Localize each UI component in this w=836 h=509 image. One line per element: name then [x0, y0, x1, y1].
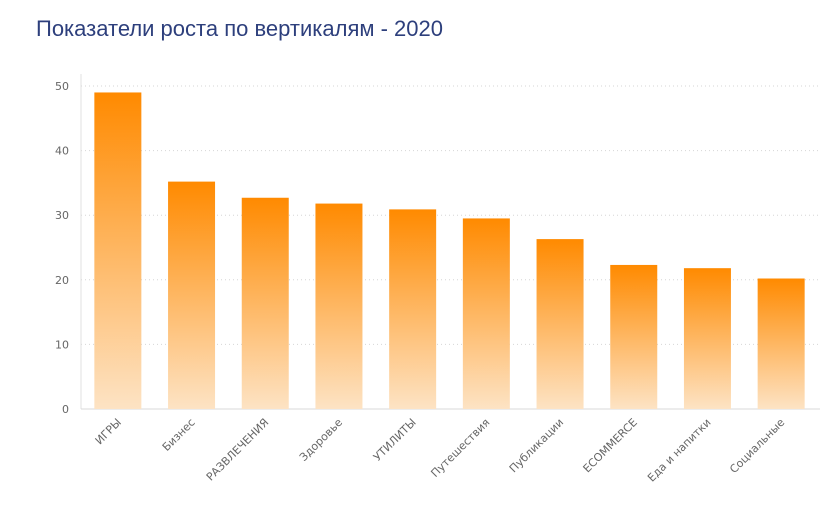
x-tick-label: Бизнес [160, 416, 198, 454]
x-tick-label: Социальные [727, 416, 787, 476]
y-tick-label: 50 [55, 80, 69, 93]
x-tick-label: Еда и напитки [645, 416, 714, 485]
bar [94, 92, 142, 410]
y-tick-label: 30 [55, 209, 69, 222]
y-tick-label: 10 [55, 338, 69, 351]
x-tick-label: Здоровье [297, 416, 345, 464]
bar [757, 278, 805, 409]
bar [610, 264, 658, 409]
bar [683, 268, 731, 409]
bar [315, 203, 363, 409]
x-tick-label: ИГРЫ [93, 416, 124, 447]
x-tick-label: Публикации [507, 416, 566, 475]
x-tick-label: РАЗВЛЕЧЕНИЯ [204, 416, 272, 484]
x-tick-label: Путешествия [428, 416, 492, 480]
x-axis-labels: ИГРЫ Бизнес РАЗВЛЕЧЕНИЯ Здоровье УТИЛИТЫ Путе… [93, 416, 788, 485]
y-axis-ticks: 0 10 20 30 40 50 [55, 80, 69, 416]
bar [462, 218, 510, 409]
bar [168, 181, 216, 409]
y-tick-label: 0 [62, 403, 69, 416]
bar [389, 209, 437, 409]
bars [94, 92, 805, 410]
y-tick-label: 40 [55, 145, 69, 158]
chart-title: Показатели роста по вертикалям - 2020 [36, 16, 443, 41]
x-tick-label: УТИЛИТЫ [371, 416, 419, 464]
x-tick-label: ECOMMERCE [581, 416, 640, 475]
bar [241, 197, 289, 409]
bar [536, 239, 584, 409]
y-tick-label: 20 [55, 274, 69, 287]
